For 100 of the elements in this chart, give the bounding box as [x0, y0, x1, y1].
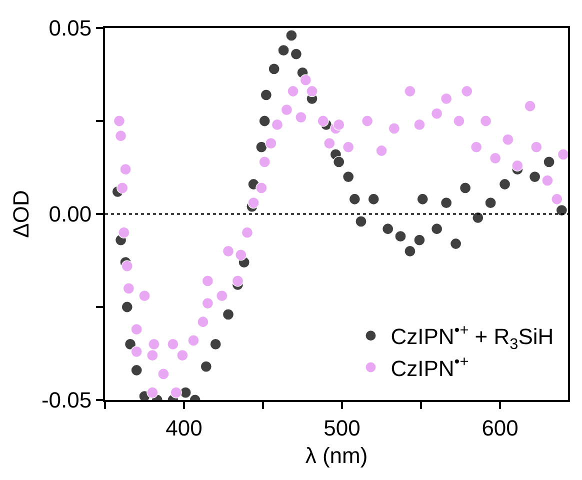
point [260, 89, 272, 101]
point [453, 115, 465, 127]
point [459, 182, 472, 194]
point [287, 85, 299, 98]
point [416, 193, 428, 205]
point [324, 138, 336, 150]
point [216, 290, 228, 302]
point [524, 100, 536, 112]
point [440, 197, 452, 209]
point [200, 360, 212, 372]
y-axis-title: ΔOD [8, 190, 34, 238]
point [121, 260, 133, 272]
point [431, 108, 443, 120]
point [502, 134, 514, 146]
point [278, 44, 290, 56]
point [167, 338, 179, 350]
point [376, 144, 388, 157]
point [431, 223, 443, 235]
point [295, 111, 307, 124]
point [450, 238, 462, 250]
x-tick-label: 400 [166, 415, 202, 440]
point [121, 301, 133, 313]
point [333, 118, 345, 131]
point [484, 197, 496, 209]
point [241, 226, 254, 238]
point [300, 74, 312, 86]
y-tick-label: 0.00 [48, 202, 92, 227]
point [271, 118, 284, 131]
point [362, 115, 374, 127]
point [265, 138, 277, 150]
point [146, 386, 158, 398]
point [382, 223, 394, 235]
point [333, 156, 345, 168]
point [202, 275, 214, 287]
legend-label: CzIPN$^{•+}$ + R$_{3}$SiH [390, 322, 554, 353]
point [248, 197, 260, 209]
point [530, 141, 542, 153]
point [306, 85, 318, 98]
point [512, 160, 524, 172]
point [472, 212, 484, 224]
point [158, 368, 170, 380]
point [130, 364, 142, 376]
point [258, 115, 270, 127]
x-tick-label: 500 [324, 415, 360, 440]
point [116, 182, 128, 194]
point [222, 308, 234, 320]
point [556, 204, 568, 216]
point [202, 297, 214, 310]
point [414, 118, 426, 131]
y-tick-label: 0.05 [48, 16, 92, 41]
point [342, 171, 354, 183]
point [290, 48, 302, 60]
point [551, 193, 563, 205]
point [480, 115, 492, 127]
point [355, 216, 367, 228]
point [440, 92, 452, 104]
point [368, 193, 380, 205]
point [222, 245, 234, 257]
point [146, 350, 158, 362]
point [256, 141, 268, 153]
legend-label: CzIPN$^{•+}$ [390, 354, 469, 381]
point [268, 63, 280, 75]
point [280, 104, 293, 116]
point [529, 171, 541, 183]
point [115, 130, 127, 142]
point [414, 234, 426, 246]
point [180, 386, 192, 398]
point [543, 156, 555, 168]
point [210, 338, 222, 350]
point [148, 338, 160, 350]
point [498, 178, 511, 190]
point [130, 324, 142, 336]
point [342, 141, 354, 153]
point [470, 141, 482, 153]
point [348, 193, 360, 205]
point [130, 346, 142, 358]
point [317, 115, 329, 127]
point [197, 316, 209, 328]
point [388, 122, 400, 134]
point [404, 245, 416, 257]
point [258, 156, 270, 168]
point [394, 230, 406, 242]
point [542, 174, 554, 186]
point [490, 152, 502, 164]
point [138, 290, 150, 302]
x-axis-title: λ (nm) [305, 442, 368, 468]
point [118, 226, 130, 238]
y-tick-label: -0.05 [41, 388, 92, 413]
point [188, 334, 200, 346]
point [120, 164, 132, 176]
point [170, 386, 182, 398]
point [461, 85, 473, 98]
point [404, 85, 416, 98]
point [122, 282, 134, 294]
point [286, 30, 298, 42]
point [113, 115, 126, 127]
point [256, 182, 268, 194]
point [232, 275, 244, 287]
point [124, 338, 136, 350]
point [176, 350, 188, 362]
